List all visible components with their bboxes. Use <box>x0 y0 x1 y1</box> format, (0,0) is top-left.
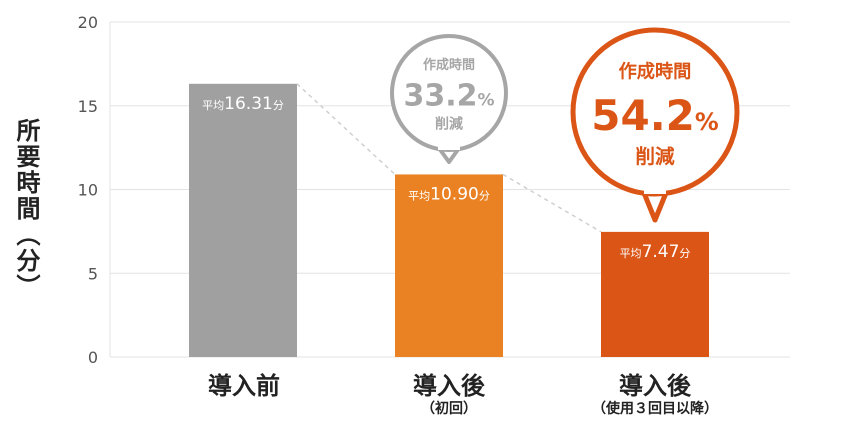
category-label-after-first: 導入後 （初回） <box>349 372 549 418</box>
bar <box>189 83 297 358</box>
category-label-after-third: 導入後 （使用３回目以降） <box>555 372 755 418</box>
y-tick-label: 15 <box>78 97 98 116</box>
callout-reduction-first: 作成時間 33.2%削減 <box>390 34 508 164</box>
category-label-sub: （使用３回目以降） <box>592 401 718 417</box>
bar-value-label: 平均10.90分 <box>408 184 490 204</box>
category-label-main: 導入後 <box>413 372 485 400</box>
svg-text:33.2%: 33.2% <box>403 79 494 114</box>
y-tick-label: 20 <box>78 13 98 32</box>
bar <box>395 174 503 357</box>
svg-text:削減: 削減 <box>435 115 463 132</box>
category-label-before: 導入前 <box>144 372 344 400</box>
y-tick-label: 5 <box>88 264 98 283</box>
callout-reduction-third: 作成時間 54.2% 削減 <box>570 27 740 223</box>
svg-text:作成時間: 作成時間 <box>423 57 475 73</box>
category-label-sub: （初回） <box>421 401 477 417</box>
bar-value-label: 平均16.31分 <box>202 94 284 114</box>
bar <box>601 231 709 357</box>
svg-text:作成時間: 作成時間 <box>619 61 692 83</box>
y-axis-label: 所要時間（分） <box>12 118 40 300</box>
trend-connector <box>296 83 396 175</box>
y-tick-label: 0 <box>88 348 98 367</box>
category-label-main: 導入後 <box>619 372 691 400</box>
svg-text:削減: 削減 <box>635 145 675 168</box>
svg-text:54.2%: 54.2% <box>591 91 719 140</box>
trend-connector <box>502 173 602 233</box>
category-label-main: 導入前 <box>208 372 280 400</box>
y-tick-label: 10 <box>78 181 98 200</box>
bar-value-label: 平均7.47分 <box>620 242 691 262</box>
